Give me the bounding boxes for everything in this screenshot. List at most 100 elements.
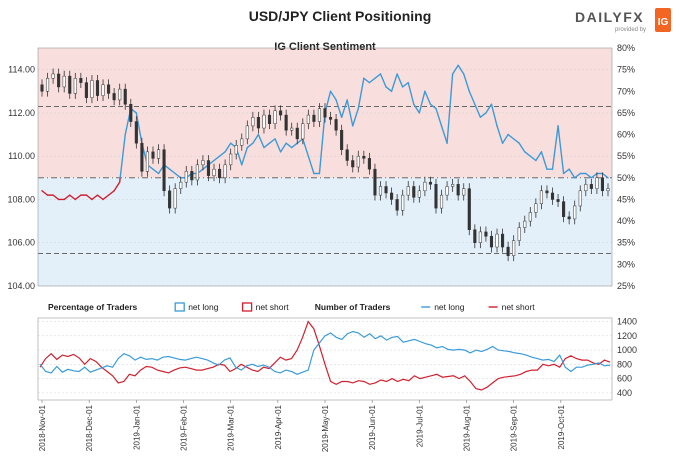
price-candle xyxy=(118,88,122,101)
price-candle xyxy=(229,153,233,166)
sentiment-net-long-segment xyxy=(146,164,154,170)
price-candle xyxy=(90,80,94,99)
sentiment-net-long-segment xyxy=(119,133,126,179)
sentiment-net-long-segment xyxy=(324,90,332,114)
legend-label: net short xyxy=(256,302,290,312)
legend-label: net short xyxy=(502,302,536,312)
sentiment-net-long-segment xyxy=(268,138,276,144)
price-candle xyxy=(134,121,138,144)
right-tick-label: 50% xyxy=(617,173,635,183)
price-candle xyxy=(584,184,588,192)
price-candle xyxy=(51,73,55,79)
sentiment-net-long-segment xyxy=(346,99,354,127)
count-tick-label: 400 xyxy=(617,388,632,398)
sentiment-net-long-segment xyxy=(557,125,565,175)
ig-badge-icon xyxy=(655,8,671,32)
x-tick-label: 2019-Jul-01 xyxy=(415,404,424,447)
price-candle xyxy=(201,160,205,166)
price-candle xyxy=(412,186,416,198)
price-candle xyxy=(445,186,449,196)
sentiment-net-long-segment xyxy=(296,138,304,144)
sentiment-net-long-segment xyxy=(368,77,376,84)
sentiment-net-long-segment xyxy=(235,146,243,166)
sentiment-net-long-segment xyxy=(213,155,221,162)
right-tick-label: 75% xyxy=(617,65,635,75)
x-tick-label: 2019-Jun-01 xyxy=(368,404,377,449)
sentiment-net-long-segment xyxy=(152,168,160,175)
sentiment-net-long-segment xyxy=(352,107,359,127)
left-tick-label: 108.00 xyxy=(7,194,35,204)
sentiment-net-long-segment xyxy=(601,172,609,179)
sentiment-net-long-segment xyxy=(279,142,287,153)
price-candle xyxy=(595,177,599,189)
sentiment-net-long-segment xyxy=(562,168,570,175)
sentiment-net-long-segment xyxy=(374,73,382,79)
right-tick-label: 40% xyxy=(617,216,635,226)
price-candle xyxy=(512,240,516,256)
left-tick-label: 114.00 xyxy=(8,65,35,75)
price-candle xyxy=(223,164,227,179)
price-candle xyxy=(168,190,172,209)
price-candle xyxy=(478,231,482,243)
price-candle xyxy=(417,190,421,198)
net-short-count-line xyxy=(39,320,611,391)
sentiment-net-long-segment xyxy=(507,133,515,140)
sentiment-net-long-segment xyxy=(185,172,193,179)
sentiment-net-long-segment xyxy=(168,168,176,175)
sentiment-net-long-segment xyxy=(529,155,537,162)
price-candle xyxy=(206,160,211,176)
price-candle xyxy=(390,192,394,200)
sentiment-net-long-segment xyxy=(440,125,448,144)
count-tick-label: 1400 xyxy=(617,317,637,327)
price-candle xyxy=(123,88,127,105)
legend-heading: Percentage of Traders xyxy=(48,302,138,312)
price-candle xyxy=(301,123,305,140)
price-candle xyxy=(140,142,144,172)
price-candle xyxy=(45,78,50,92)
right-tick-label: 25% xyxy=(617,281,635,291)
price-candle xyxy=(600,177,605,192)
sentiment-net-long-segment xyxy=(124,107,132,136)
sentiment-net-long-segment xyxy=(207,159,215,166)
sentiment-net-long-segment xyxy=(224,142,232,153)
sentiment-net-short-segment xyxy=(74,194,82,201)
sentiment-net-long-segment xyxy=(385,86,393,92)
price-candle xyxy=(473,229,477,243)
dailyfx-logo: DAILYFX provided by IG xyxy=(575,8,671,33)
price-candle xyxy=(101,84,105,96)
price-candle xyxy=(179,181,183,189)
price-candle xyxy=(567,216,571,220)
sentiment-net-short-segment xyxy=(52,194,60,201)
sentiment-net-short-segment xyxy=(41,190,49,196)
sentiment-net-long-segment xyxy=(263,142,271,149)
sentiment-net-long-segment xyxy=(413,103,421,114)
price-candle xyxy=(112,93,116,101)
price-candle xyxy=(84,82,88,99)
price-candle xyxy=(439,194,444,209)
right-tick-label: 45% xyxy=(617,194,635,204)
sentiment-net-long-segment xyxy=(568,168,576,179)
upper-background xyxy=(38,48,612,178)
price-candle xyxy=(506,246,510,256)
sentiment-net-long-segment xyxy=(551,125,559,170)
price-candle xyxy=(434,184,438,209)
left-tick-label: 112.00 xyxy=(8,108,35,118)
sentiment-net-long-segment xyxy=(291,142,298,149)
price-candle xyxy=(234,145,238,155)
price-candle xyxy=(323,108,327,118)
sentiment-net-short-segment xyxy=(85,194,93,201)
sentiment-net-long-segment xyxy=(340,99,348,118)
price-candle xyxy=(528,212,532,222)
price-candle xyxy=(556,199,560,202)
sentiment-net-long-segment xyxy=(446,73,454,144)
price-candle xyxy=(295,127,299,140)
sentiment-net-long-segment xyxy=(257,133,265,149)
sentiment-net-long-segment xyxy=(540,151,548,170)
lower-background xyxy=(38,177,612,286)
price-candle xyxy=(451,184,455,187)
sentiment-net-long-segment xyxy=(585,172,593,179)
sentiment-title: IG Client Sentiment xyxy=(274,41,376,53)
price-candle xyxy=(284,114,288,131)
sentiment-net-long-segment xyxy=(357,77,365,110)
